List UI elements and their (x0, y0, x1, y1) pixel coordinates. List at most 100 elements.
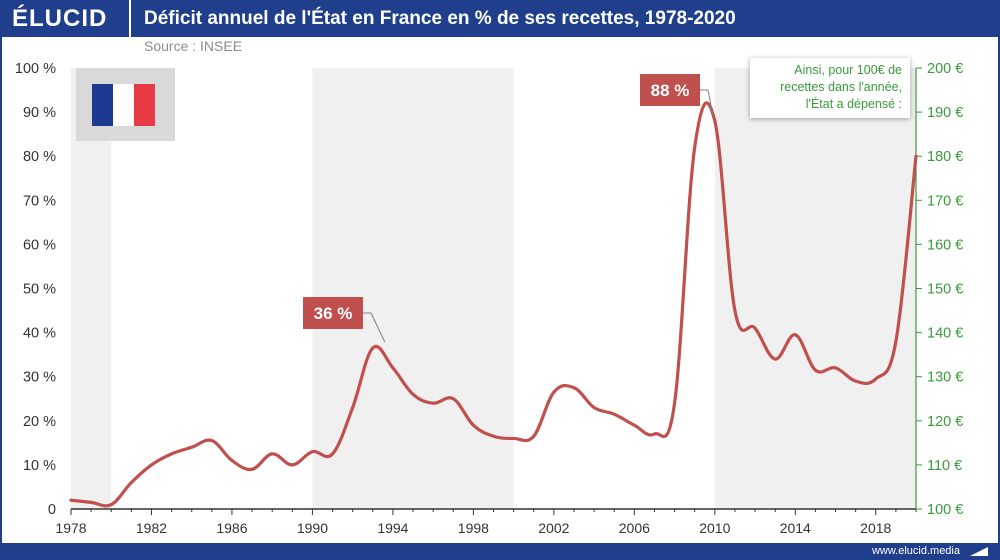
site-link[interactable]: www.elucid.media (871, 545, 960, 557)
data-point (512, 436, 516, 440)
annotation-label-0: 36 % (314, 304, 353, 323)
y-tick-label: 70 % (23, 193, 56, 209)
x-tick-label: 1990 (297, 520, 328, 536)
data-point (532, 434, 536, 438)
x-tick-label: 2006 (619, 520, 650, 536)
data-point (371, 346, 375, 350)
y2-tick-label: 180 € (927, 149, 963, 165)
y-tick-label: 40 % (23, 326, 56, 342)
y-tick-label: 80 % (23, 149, 56, 165)
data-point (572, 386, 576, 390)
header-bar: ÉLUCID Déficit annuel de l'État en Franc… (0, 0, 1000, 37)
y2-tick-label: 150 € (927, 282, 963, 298)
footer-bar: www.elucid.media (0, 543, 1000, 560)
data-point (310, 450, 314, 454)
source-label: Source : INSEE (144, 38, 243, 54)
y2-tick-label: 170 € (927, 193, 963, 209)
data-point (693, 145, 697, 149)
header-separator (129, 0, 131, 37)
flag-white-stripe (113, 84, 134, 126)
y2-tick-label: 140 € (927, 326, 963, 342)
data-points (69, 119, 918, 507)
band-2 (714, 68, 916, 509)
flag-blue-stripe (92, 84, 113, 126)
band-0 (71, 68, 112, 509)
x-tick-label: 1994 (377, 520, 408, 536)
y-tick-label: 90 % (23, 105, 56, 121)
data-point (149, 463, 153, 467)
data-point (612, 412, 616, 416)
data-point (632, 423, 636, 427)
annotation-box-1 (640, 74, 700, 106)
data-point (652, 432, 656, 436)
x-tick-label: 2002 (538, 520, 569, 536)
data-point (673, 401, 677, 405)
y2-tick-label: 160 € (927, 237, 963, 253)
data-point (471, 423, 475, 427)
data-point (391, 366, 395, 370)
x-tick-label: 1998 (458, 520, 489, 536)
background-bands (71, 68, 916, 509)
annotation-leader-0 (363, 312, 386, 343)
y-tick-label: 20 % (23, 414, 56, 430)
y-tick-label: 0 (48, 502, 56, 518)
data-point (773, 357, 777, 361)
data-point (451, 397, 455, 401)
y-axis-ticks: 0 10 % 20 % 30 % 40 % 50 % 60 % 70 % 80 % 90 % 100… (15, 61, 56, 518)
annotation-line-3: l'État a dépensé : (805, 97, 902, 111)
data-point (250, 467, 254, 471)
data-point (793, 333, 797, 337)
data-point (210, 439, 214, 443)
y2-tick-label: 120 € (927, 414, 963, 430)
data-point (190, 445, 194, 449)
data-point (492, 434, 495, 438)
data-point (89, 500, 93, 504)
data-point (552, 390, 556, 394)
brand-logo[interactable]: ÉLUCID (12, 5, 108, 32)
y2-tick-label: 110 € (927, 458, 962, 474)
y-tick-label: 100 % (15, 61, 56, 77)
data-point (270, 452, 274, 456)
y2-axis-ticks: 100 € 110 € 120 € 130 € 140 € 150 € 160 € 170 €… (916, 61, 963, 518)
band-1 (312, 68, 514, 509)
x-tick-label: 2014 (780, 520, 811, 536)
data-point (411, 392, 415, 396)
data-point (813, 368, 817, 372)
x-tick-label: 1978 (55, 520, 86, 536)
annotation-box-0 (303, 297, 363, 329)
data-point (753, 326, 757, 330)
y2-tick-label: 190 € (927, 105, 963, 121)
site-mark-icon (970, 547, 988, 556)
data-point (874, 377, 878, 381)
data-point (170, 452, 174, 456)
data-point (713, 119, 717, 123)
y-tick-label: 60 % (23, 237, 56, 253)
data-point (834, 366, 838, 370)
data-point (109, 503, 113, 507)
data-point (733, 309, 737, 313)
data-point (331, 452, 335, 456)
annotation-line-2: recettes dans l'année, (780, 80, 902, 94)
y-tick-label: 10 % (23, 458, 56, 474)
x-tick-label: 1982 (136, 520, 167, 536)
x-tick-label: 2010 (699, 520, 730, 536)
data-point (69, 498, 73, 502)
annotation-label-1: 88 % (651, 81, 690, 100)
y-tick-label: 30 % (23, 370, 56, 386)
annotation-box: Ainsi, pour 100€ de recettes dans l'anné… (750, 58, 910, 118)
chart-title: Déficit annuel de l'État en France en % … (144, 8, 736, 29)
y-tick-label: 50 % (23, 282, 56, 298)
data-point (431, 401, 435, 405)
data-point (854, 379, 858, 383)
annotation-line-1: Ainsi, pour 100€ de (794, 63, 902, 77)
y2-tick-label: 100 € (927, 502, 963, 518)
y2-tick-label: 200 € (927, 61, 963, 77)
x-tick-label: 2018 (860, 520, 891, 536)
data-point (230, 458, 234, 462)
data-point (129, 481, 133, 485)
data-point (351, 406, 355, 410)
y2-tick-label: 130 € (927, 370, 963, 386)
x-tick-label: 1986 (216, 520, 247, 536)
